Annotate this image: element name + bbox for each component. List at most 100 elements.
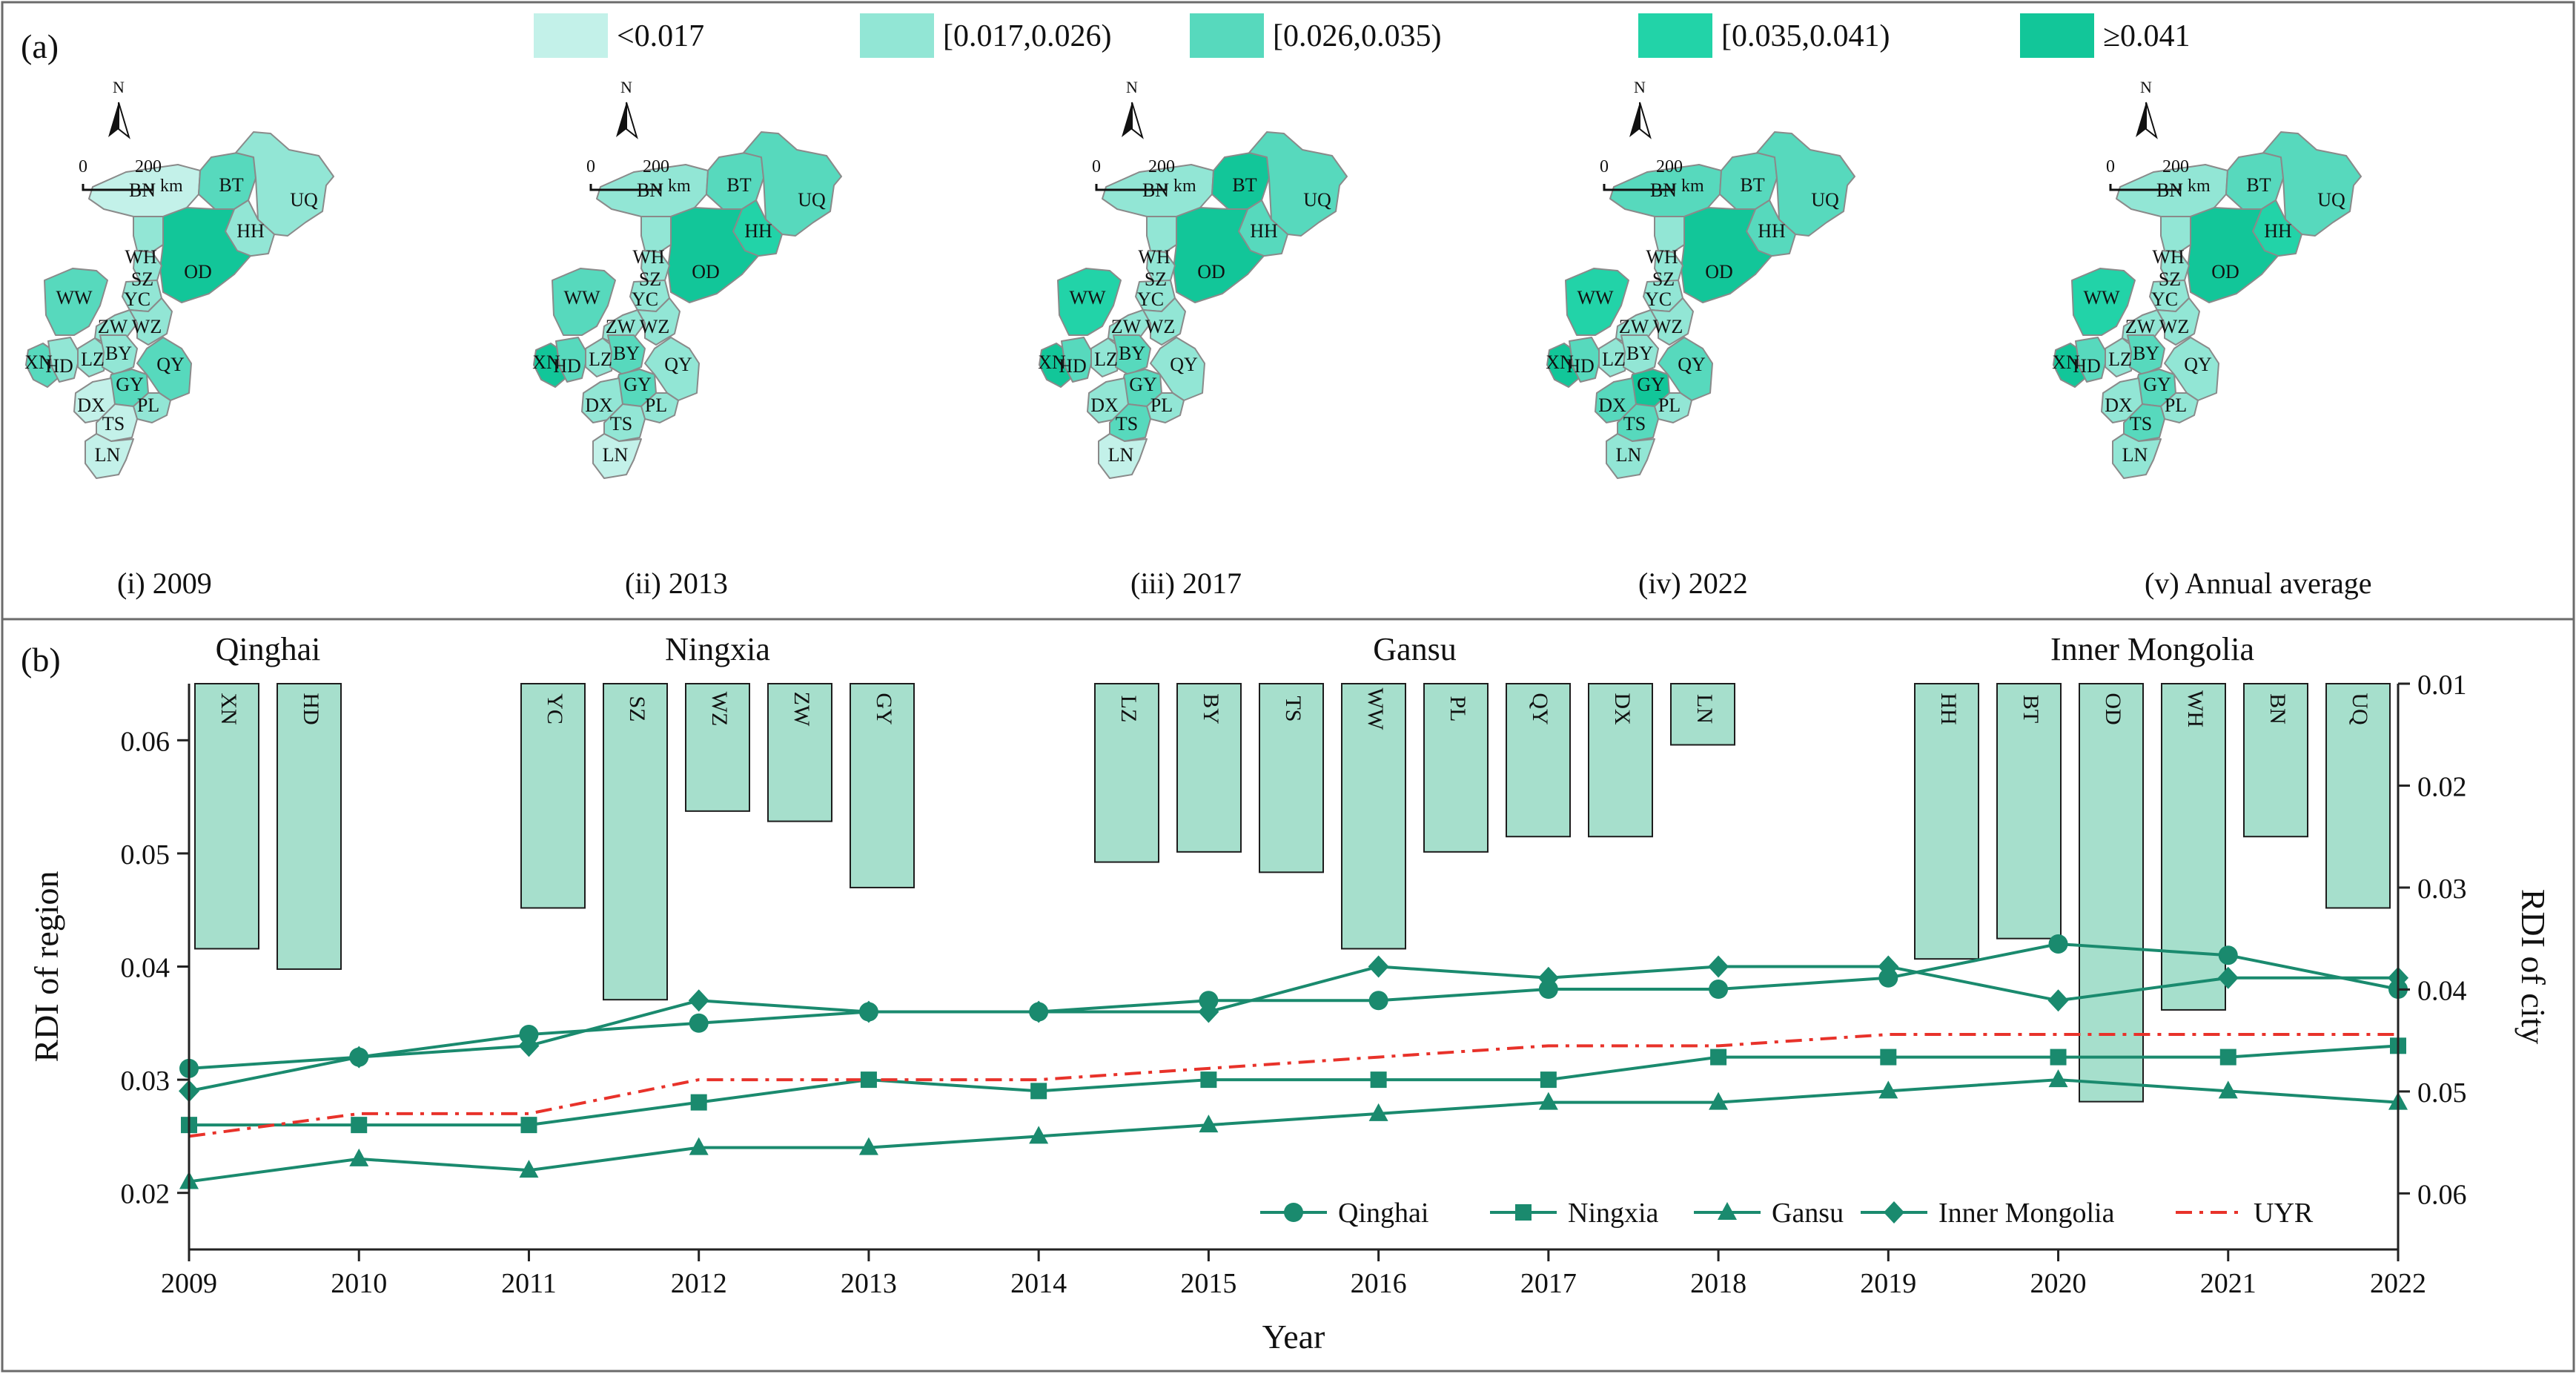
region-label-DX: DX (77, 394, 105, 416)
province-label-2: Gansu (1373, 631, 1456, 667)
point-2-2012 (689, 1137, 709, 1155)
city-bar-label-YC: YC (543, 693, 567, 724)
region-LZ (1090, 337, 1122, 377)
region-label-HD: HD (45, 355, 73, 377)
point-2-2010 (349, 1148, 369, 1166)
legend-marker-0 (1284, 1203, 1303, 1222)
y-axis-label: RDI of region (27, 871, 65, 1062)
legend-swatch-4 (2020, 13, 2094, 58)
region-label-LN: LN (603, 444, 629, 466)
region-label-WW: WW (1069, 287, 1106, 308)
region-LZ (77, 337, 108, 377)
region-BT (2225, 152, 2284, 210)
region-label-ZW: ZW (1111, 316, 1142, 337)
scale-unit: km (1173, 176, 1196, 196)
region-label-UQ: UQ (1303, 189, 1331, 211)
city-bar-label-QY: QY (1528, 693, 1552, 724)
region-label-GY: GY (1637, 374, 1665, 395)
point-2-2020 (2048, 1069, 2068, 1088)
region-label-SZ: SZ (131, 268, 153, 290)
region-label-QY: QY (1170, 354, 1198, 375)
region-label-PL: PL (2165, 394, 2187, 416)
region-label-LZ: LZ (2108, 349, 2132, 370)
point-1-2015 (1200, 1071, 1217, 1089)
y2-tick-label-0.05: 0.05 (2417, 1077, 2467, 1109)
region-label-UQ: UQ (1811, 189, 1839, 211)
region-label-OD: OD (1705, 261, 1733, 283)
legend-label-2: [0.026,0.035) (1273, 19, 1441, 53)
north-arrow-right (118, 102, 130, 139)
scale-distance: 200 (135, 157, 162, 176)
point-1-2016 (1370, 1071, 1387, 1089)
north-arrow-left (108, 102, 119, 137)
region-label-SZ: SZ (639, 268, 661, 290)
x-tick-label-2011: 2011 (501, 1268, 557, 1299)
point-1-2012 (690, 1094, 707, 1111)
region-label-WW: WW (1577, 287, 1614, 308)
region-BT (1719, 152, 1778, 210)
region-label-LZ: LZ (1094, 349, 1118, 370)
chart-legend: Qinghai Ningxia Gansu Inner Mongolia UYR (1260, 1198, 2314, 1229)
point-3-2021 (2217, 966, 2239, 989)
region-label-WZ: WZ (1145, 316, 1175, 337)
north-arrow-left (1122, 102, 1132, 137)
y2-tick-label-0.03: 0.03 (2417, 874, 2467, 905)
north-arrow-icon (2136, 102, 2158, 139)
legend-marker-3 (1884, 1201, 1904, 1224)
region-PL (2160, 392, 2199, 423)
y-tick-label-0.03: 0.03 (121, 1066, 170, 1097)
region-LN (592, 433, 642, 479)
city-bar-WZ (685, 683, 750, 812)
scale-zero: 0 (2106, 157, 2115, 176)
map-caption-5: (v) Annual average (2145, 567, 2372, 600)
scale-zero: 0 (586, 157, 595, 176)
point-3-2014 (1028, 1000, 1050, 1023)
x-tick-label-2014: 2014 (1010, 1268, 1067, 1299)
region-WZ (2156, 297, 2200, 346)
region-label-WZ: WZ (2159, 316, 2189, 337)
city-bar-BY (1176, 683, 1242, 853)
legend-label-0: <0.017 (617, 19, 704, 53)
region-HD (47, 337, 81, 383)
region-WW (44, 268, 108, 336)
region-label-HH: HH (2264, 220, 2292, 242)
region-label-WH: WH (1646, 246, 1678, 268)
scale-bar-line (1603, 184, 1675, 191)
region-label-GY: GY (623, 374, 652, 395)
city-bar-label-GY: GY (872, 693, 896, 724)
city-bar-label-OD: OD (2101, 693, 2125, 724)
region-label-WH: WH (632, 246, 665, 268)
region-HD (1569, 337, 1602, 383)
city-bar-label-WW: WW (1363, 688, 1388, 730)
legend-swatch-0 (534, 13, 608, 58)
y-tick-label-0.05: 0.05 (121, 839, 170, 871)
y-tick-label-0.04: 0.04 (121, 953, 170, 984)
region-WZ (1142, 297, 1186, 346)
region-label-BT: BT (2246, 174, 2271, 196)
region-label-WH: WH (125, 246, 157, 268)
point-0-2017 (1538, 980, 1558, 1000)
region-WZ (129, 297, 173, 346)
region-label-LZ: LZ (81, 349, 105, 370)
point-0-2012 (689, 1013, 709, 1033)
scale-bar (589, 184, 662, 191)
city-bar-BN (2243, 683, 2308, 838)
region-label-BT: BT (1740, 174, 1764, 196)
x-tick-label-2019: 2019 (1860, 1268, 1916, 1299)
city-bar-label-BT: BT (2019, 695, 2043, 723)
region-LZ (2105, 337, 2136, 377)
city-bar-HD (277, 683, 342, 970)
y2-tick-label-0.01: 0.01 (2417, 670, 2467, 701)
city-bar-label-HD: HD (299, 693, 323, 724)
map-caption-2: (ii) 2013 (625, 567, 728, 600)
region-label-PL: PL (1658, 394, 1681, 416)
city-bar-LZ (1094, 683, 1159, 863)
x-axis-label: Year (1262, 1318, 1325, 1355)
region-label-UQ: UQ (290, 189, 318, 211)
region-label-YC: YC (1137, 288, 1164, 310)
region-QY (644, 337, 700, 401)
point-2-2014 (1029, 1126, 1049, 1144)
map-legend: <0.017 [0.017,0.026) [0.026,0.035) [0.035,0… (534, 13, 2191, 58)
region-label-TS: TS (610, 413, 632, 435)
